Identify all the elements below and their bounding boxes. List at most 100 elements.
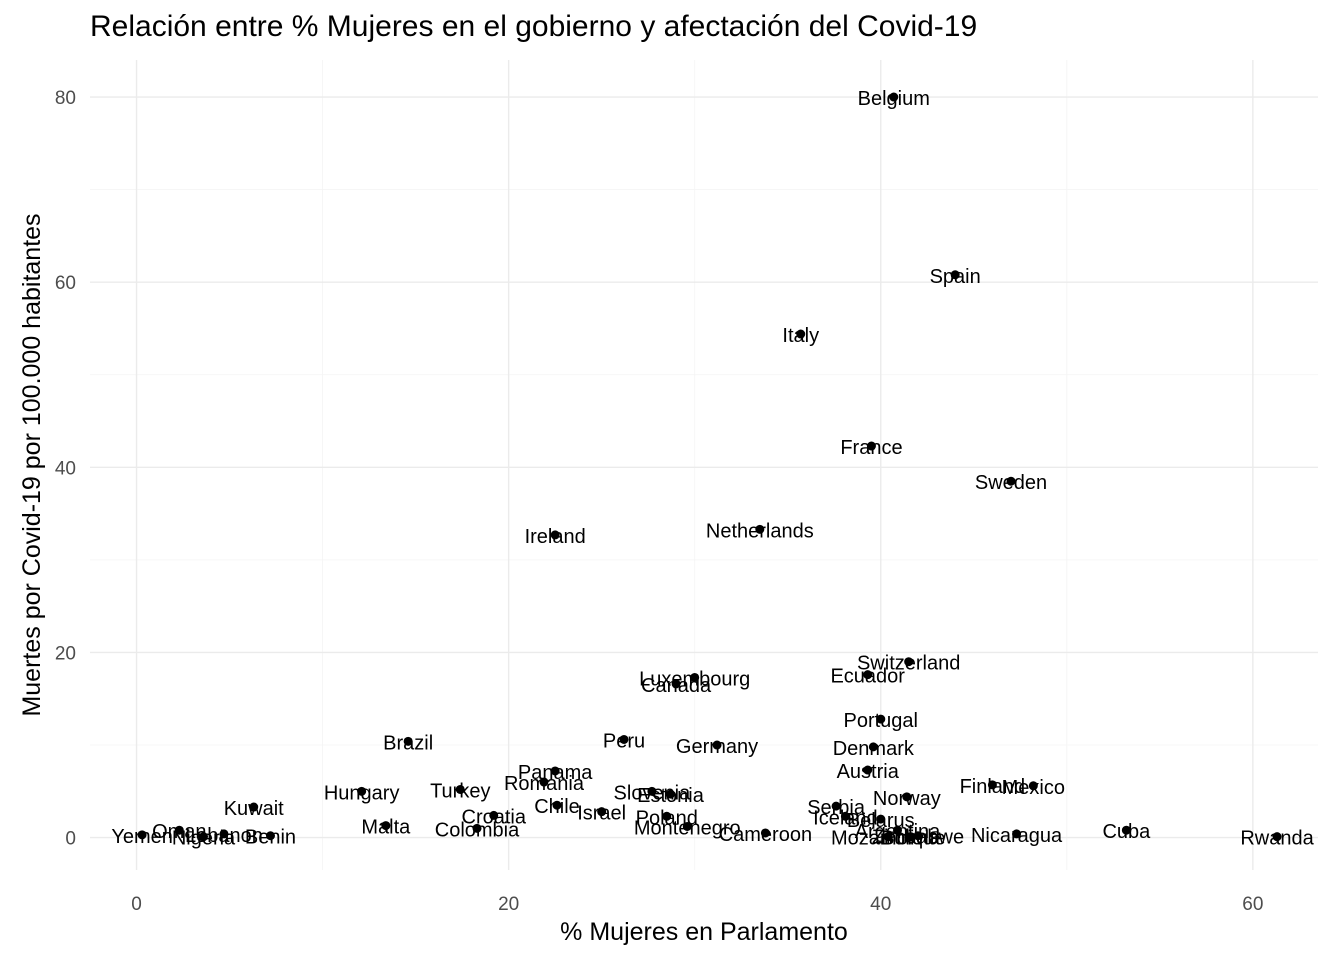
point-label: Benin xyxy=(245,827,296,849)
point-label: Slovenia xyxy=(614,782,692,804)
point-label: Turkey xyxy=(430,780,490,802)
point-label: Luxembourg xyxy=(639,668,750,690)
data-point xyxy=(902,792,912,802)
point-label: Zimbabwe xyxy=(872,827,964,849)
data-point xyxy=(489,810,499,820)
point-label: Cameroon xyxy=(719,824,812,846)
point-label: Rwanda xyxy=(1240,828,1314,850)
data-point xyxy=(906,832,916,842)
y-tick-label: 80 xyxy=(55,88,76,109)
point-label: Denmark xyxy=(833,738,915,760)
data-point xyxy=(550,766,560,776)
point-label: Colombia xyxy=(435,819,520,841)
y-tick-label: 40 xyxy=(55,458,76,479)
point-label: Oman xyxy=(152,821,206,843)
point-label: Nicaragua xyxy=(971,825,1063,847)
data-point xyxy=(883,832,893,842)
point-label: Hungary xyxy=(324,782,400,804)
data-point xyxy=(666,789,676,799)
data-point xyxy=(682,821,692,831)
y-tick-label: 60 xyxy=(55,273,76,294)
data-point xyxy=(868,742,878,752)
point-label: Kuwait xyxy=(224,798,284,820)
data-point xyxy=(876,714,886,724)
point-label: Sweden xyxy=(975,472,1047,494)
data-point xyxy=(840,811,850,821)
point-label: Mexico xyxy=(1002,777,1065,799)
data-point xyxy=(1006,476,1016,486)
x-tick-label: 0 xyxy=(131,894,142,915)
point-label: Israel xyxy=(577,803,626,825)
y-tick-label: 0 xyxy=(65,829,76,850)
point-label: Switzerland xyxy=(857,653,960,675)
data-point xyxy=(913,831,923,841)
data-point xyxy=(690,672,700,682)
point-label: Belarus xyxy=(847,810,915,832)
data-point xyxy=(863,765,873,775)
point-label: Croatia xyxy=(462,806,527,828)
point-label: Nigeria xyxy=(172,828,236,850)
data-point xyxy=(403,736,413,746)
data-point xyxy=(619,734,629,744)
data-point xyxy=(950,270,960,280)
data-point xyxy=(1012,829,1022,839)
data-point xyxy=(1121,825,1131,835)
point-label: Lebanon xyxy=(185,825,263,847)
point-label: Bolivia xyxy=(881,828,941,850)
data-point xyxy=(647,786,657,796)
data-points xyxy=(137,92,1282,842)
data-point xyxy=(1028,781,1038,791)
point-label: Cuba xyxy=(1102,821,1151,843)
point-label: Finland xyxy=(960,776,1026,798)
point-label: Peru xyxy=(603,730,645,752)
x-tick-label: 20 xyxy=(498,894,519,915)
data-point xyxy=(550,530,560,540)
data-point xyxy=(755,524,765,534)
point-label: France xyxy=(840,437,902,459)
data-point xyxy=(863,670,873,680)
grid xyxy=(90,60,1318,870)
data-point xyxy=(662,811,672,821)
data-point xyxy=(219,829,229,839)
data-point xyxy=(198,832,208,842)
data-point xyxy=(174,825,184,835)
data-point xyxy=(1272,832,1282,842)
x-tick-label: 60 xyxy=(1242,894,1263,915)
point-label: Belgium xyxy=(858,88,930,110)
point-label: Serbia xyxy=(807,797,866,819)
data-point xyxy=(712,740,722,750)
data-point xyxy=(889,92,899,102)
point-label: Estonia xyxy=(637,785,705,807)
point-label: Canada xyxy=(641,675,712,697)
data-point xyxy=(381,821,391,831)
data-point xyxy=(552,800,562,810)
point-label: Iceland xyxy=(813,807,878,829)
point-label: Brazil xyxy=(383,732,433,754)
data-point xyxy=(539,777,549,787)
y-axis-label: Muertes por Covid-19 por 100.000 habitan… xyxy=(18,213,46,716)
point-label: Yemen xyxy=(111,826,173,848)
point-label: Austria xyxy=(837,761,900,783)
point-label: Spain xyxy=(930,266,981,288)
x-axis-label: % Mujeres en Parlamento xyxy=(560,918,848,946)
point-label: Netherlands xyxy=(706,520,814,542)
data-point xyxy=(987,780,997,790)
data-point xyxy=(472,823,482,833)
data-point xyxy=(137,830,147,840)
point-label: Italy xyxy=(782,325,819,347)
data-point xyxy=(249,802,259,812)
data-point xyxy=(876,814,886,824)
point-label: Romania xyxy=(504,773,585,795)
data-point xyxy=(796,329,806,339)
point-label: Ecuador xyxy=(830,666,905,688)
data-point xyxy=(671,679,681,689)
point-label: Ireland xyxy=(525,526,586,548)
data-point xyxy=(455,784,465,794)
point-label: Malta xyxy=(361,817,411,839)
point-label: Montenegro xyxy=(634,817,741,839)
data-point xyxy=(265,831,275,841)
point-labels: Belgium Spain Italy France Sweden Netherlands… xyxy=(111,88,1314,850)
data-point xyxy=(866,441,876,451)
point-label: Chile xyxy=(534,796,580,818)
